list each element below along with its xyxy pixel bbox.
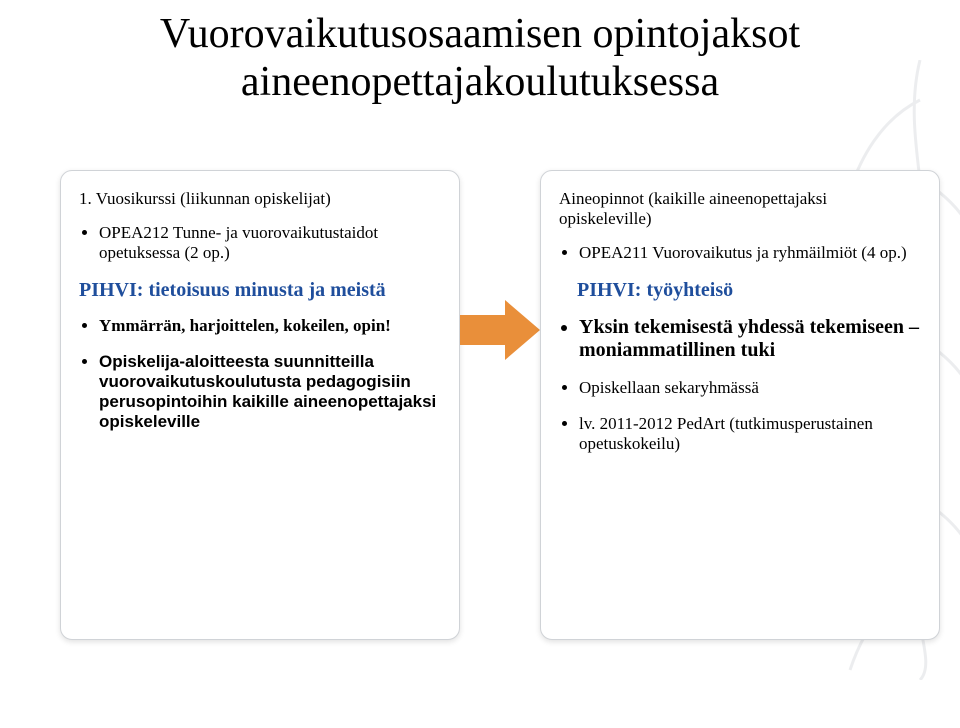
sidebar: University of Jyväskylä Department of Te… xyxy=(0,0,38,728)
right-pihvi-line: PIHVI: työyhteisö xyxy=(577,279,921,302)
left-box: 1. Vuosikurssi (liikunnan opiskelijat) O… xyxy=(60,170,460,640)
right-bullet-1: OPEA211 Vuorovaikutus ja ryhmäilmiöt (4 … xyxy=(579,243,921,263)
slide-title: Vuorovaikutusosaamisen opintojaksot aine… xyxy=(70,10,890,107)
left-bullet-1: OPEA212 Tunne- ja vuorovaikutustaidot op… xyxy=(99,223,441,263)
right-box: Aineopinnot (kaikille aineenopettajaksi … xyxy=(540,170,940,640)
arrow-icon xyxy=(460,300,540,360)
right-bullet-3: Opiskellaan sekaryhmässä xyxy=(579,378,921,398)
left-heading: 1. Vuosikurssi (liikunnan opiskelijat) xyxy=(79,189,441,209)
left-pihvi-line: PIHVI: tietoisuus minusta ja meistä xyxy=(79,279,441,302)
left-small-bullet: Opiskelija-aloitteesta suunnitteilla vuo… xyxy=(99,352,441,432)
right-bullet-2: Yksin tekemisestä yhdessä tekemiseen – m… xyxy=(579,316,921,362)
right-bullet-4: lv. 2011-2012 PedArt (tutkimusperustaine… xyxy=(579,414,921,454)
right-heading: Aineopinnot (kaikille aineenopettajaksi … xyxy=(559,189,921,229)
left-bullet-2: Ymmärrän, harjoittelen, kokeilen, opin! xyxy=(99,316,441,336)
